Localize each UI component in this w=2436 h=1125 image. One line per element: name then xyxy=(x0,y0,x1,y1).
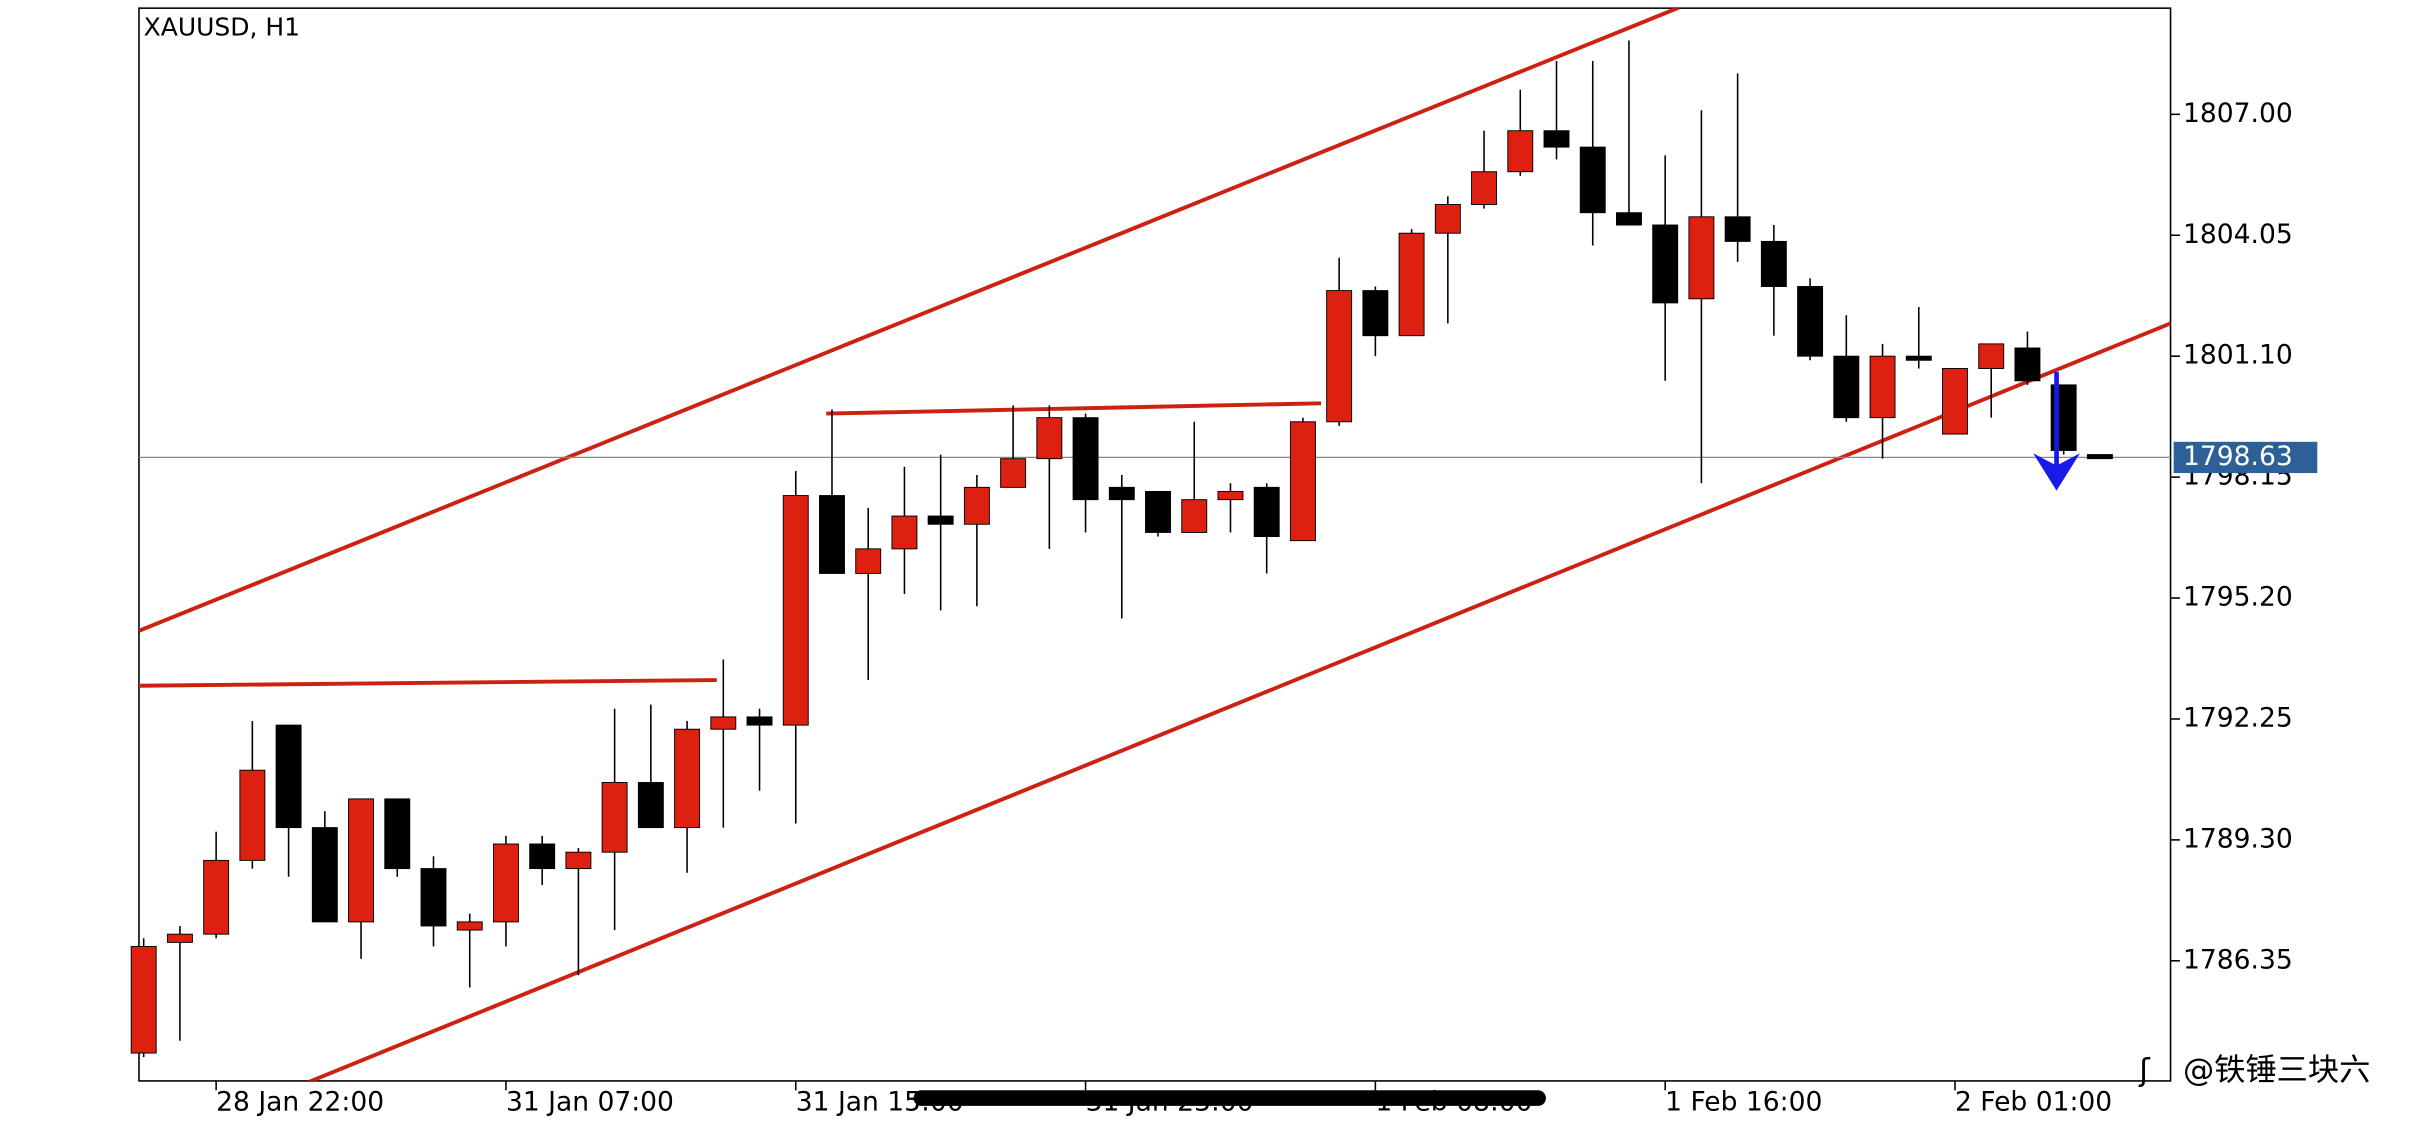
candle-body xyxy=(601,782,628,853)
candle-body xyxy=(1217,490,1244,501)
candle-body xyxy=(746,716,773,726)
candle-body xyxy=(1579,146,1606,214)
candle-body xyxy=(456,921,483,931)
x-tick-label: 2 Feb 01:00 xyxy=(1955,1086,2112,1117)
candle-body xyxy=(1652,224,1679,304)
candle-body xyxy=(1978,343,2005,369)
candle-body xyxy=(166,933,193,943)
candle-body xyxy=(855,548,882,574)
candle-body xyxy=(1434,204,1461,234)
candle-body xyxy=(1797,286,1824,357)
candle-body xyxy=(963,486,990,525)
current-price-box xyxy=(2173,441,2318,474)
watermark: @铁锤三块六 xyxy=(2183,1053,2370,1089)
y-tick-label: 1807.00 xyxy=(2183,98,2293,129)
candle-body xyxy=(275,724,302,829)
candle-body xyxy=(927,515,954,525)
y-tick-label: 1801.10 xyxy=(2183,340,2293,371)
arrow-head xyxy=(2033,453,2080,491)
trend-line xyxy=(308,321,2171,1081)
current-price-label: 1798.63 xyxy=(2183,441,2293,472)
candle-body xyxy=(2014,347,2041,382)
candle-body xyxy=(1760,240,1787,287)
y-tick-label: 1792.25 xyxy=(2183,702,2293,733)
candle-body xyxy=(1724,216,1751,242)
y-tick-label: 1786.35 xyxy=(2183,944,2293,975)
candle-body xyxy=(130,946,157,1054)
chart-title: XAUUSD, H1 xyxy=(144,12,300,41)
x-tick-label: 1 Feb 16:00 xyxy=(1665,1086,1822,1117)
candle-body xyxy=(1145,490,1171,533)
candle-body xyxy=(782,495,809,726)
candle-body xyxy=(1000,458,1027,488)
candle-body xyxy=(2086,454,2113,460)
candle-body xyxy=(1869,355,1896,419)
candle-body xyxy=(1615,212,1642,226)
candle-body xyxy=(203,859,230,935)
candle-body xyxy=(1362,290,1389,337)
candle-body xyxy=(891,515,918,550)
y-tick-label: 1795.20 xyxy=(2183,582,2293,613)
x-tick-label: 31 Jan 07:00 xyxy=(506,1086,674,1117)
candle-body xyxy=(1289,421,1316,542)
redaction-bar xyxy=(913,1090,1546,1106)
candle-body xyxy=(1326,290,1353,423)
x-tick-label: 28 Jan 22:00 xyxy=(216,1086,384,1117)
candle-body xyxy=(420,868,447,927)
candle-body xyxy=(1072,417,1099,501)
candle-body xyxy=(529,843,556,870)
candle-body xyxy=(1398,232,1425,337)
candle-body xyxy=(239,769,266,861)
plot-frame xyxy=(138,7,2172,1082)
candle-body xyxy=(565,851,592,870)
candle-body xyxy=(1507,130,1534,173)
candle-body xyxy=(1108,486,1135,501)
candle-body xyxy=(1905,355,1932,361)
watermark-icon: ʃ xyxy=(2138,1053,2151,1089)
y-tick-label: 1804.05 xyxy=(2183,219,2293,250)
candle-body xyxy=(674,728,701,829)
candle-body xyxy=(492,843,519,923)
candle-body xyxy=(637,782,664,829)
candle-body xyxy=(311,827,338,923)
candle-body xyxy=(819,495,845,574)
plot-layer: 1786.351789.301792.251795.201798.151801.… xyxy=(130,8,2318,1117)
sell-arrow xyxy=(2033,371,2080,491)
trend-line xyxy=(826,401,1322,416)
y-tick-label: 1789.30 xyxy=(2183,823,2293,854)
candle-body xyxy=(1471,171,1498,205)
candle-body xyxy=(1833,355,1860,419)
candle-body xyxy=(1036,417,1063,460)
candle-body xyxy=(384,798,411,870)
candle-body xyxy=(1942,368,1968,435)
candle-body xyxy=(348,798,375,923)
candle-body xyxy=(1253,486,1280,538)
candle-body xyxy=(1181,499,1208,533)
trend-line xyxy=(138,678,717,688)
trend-line xyxy=(138,8,1680,633)
candle-body xyxy=(710,716,737,730)
candle-body xyxy=(1543,130,1570,148)
candle-body xyxy=(1688,216,1715,300)
